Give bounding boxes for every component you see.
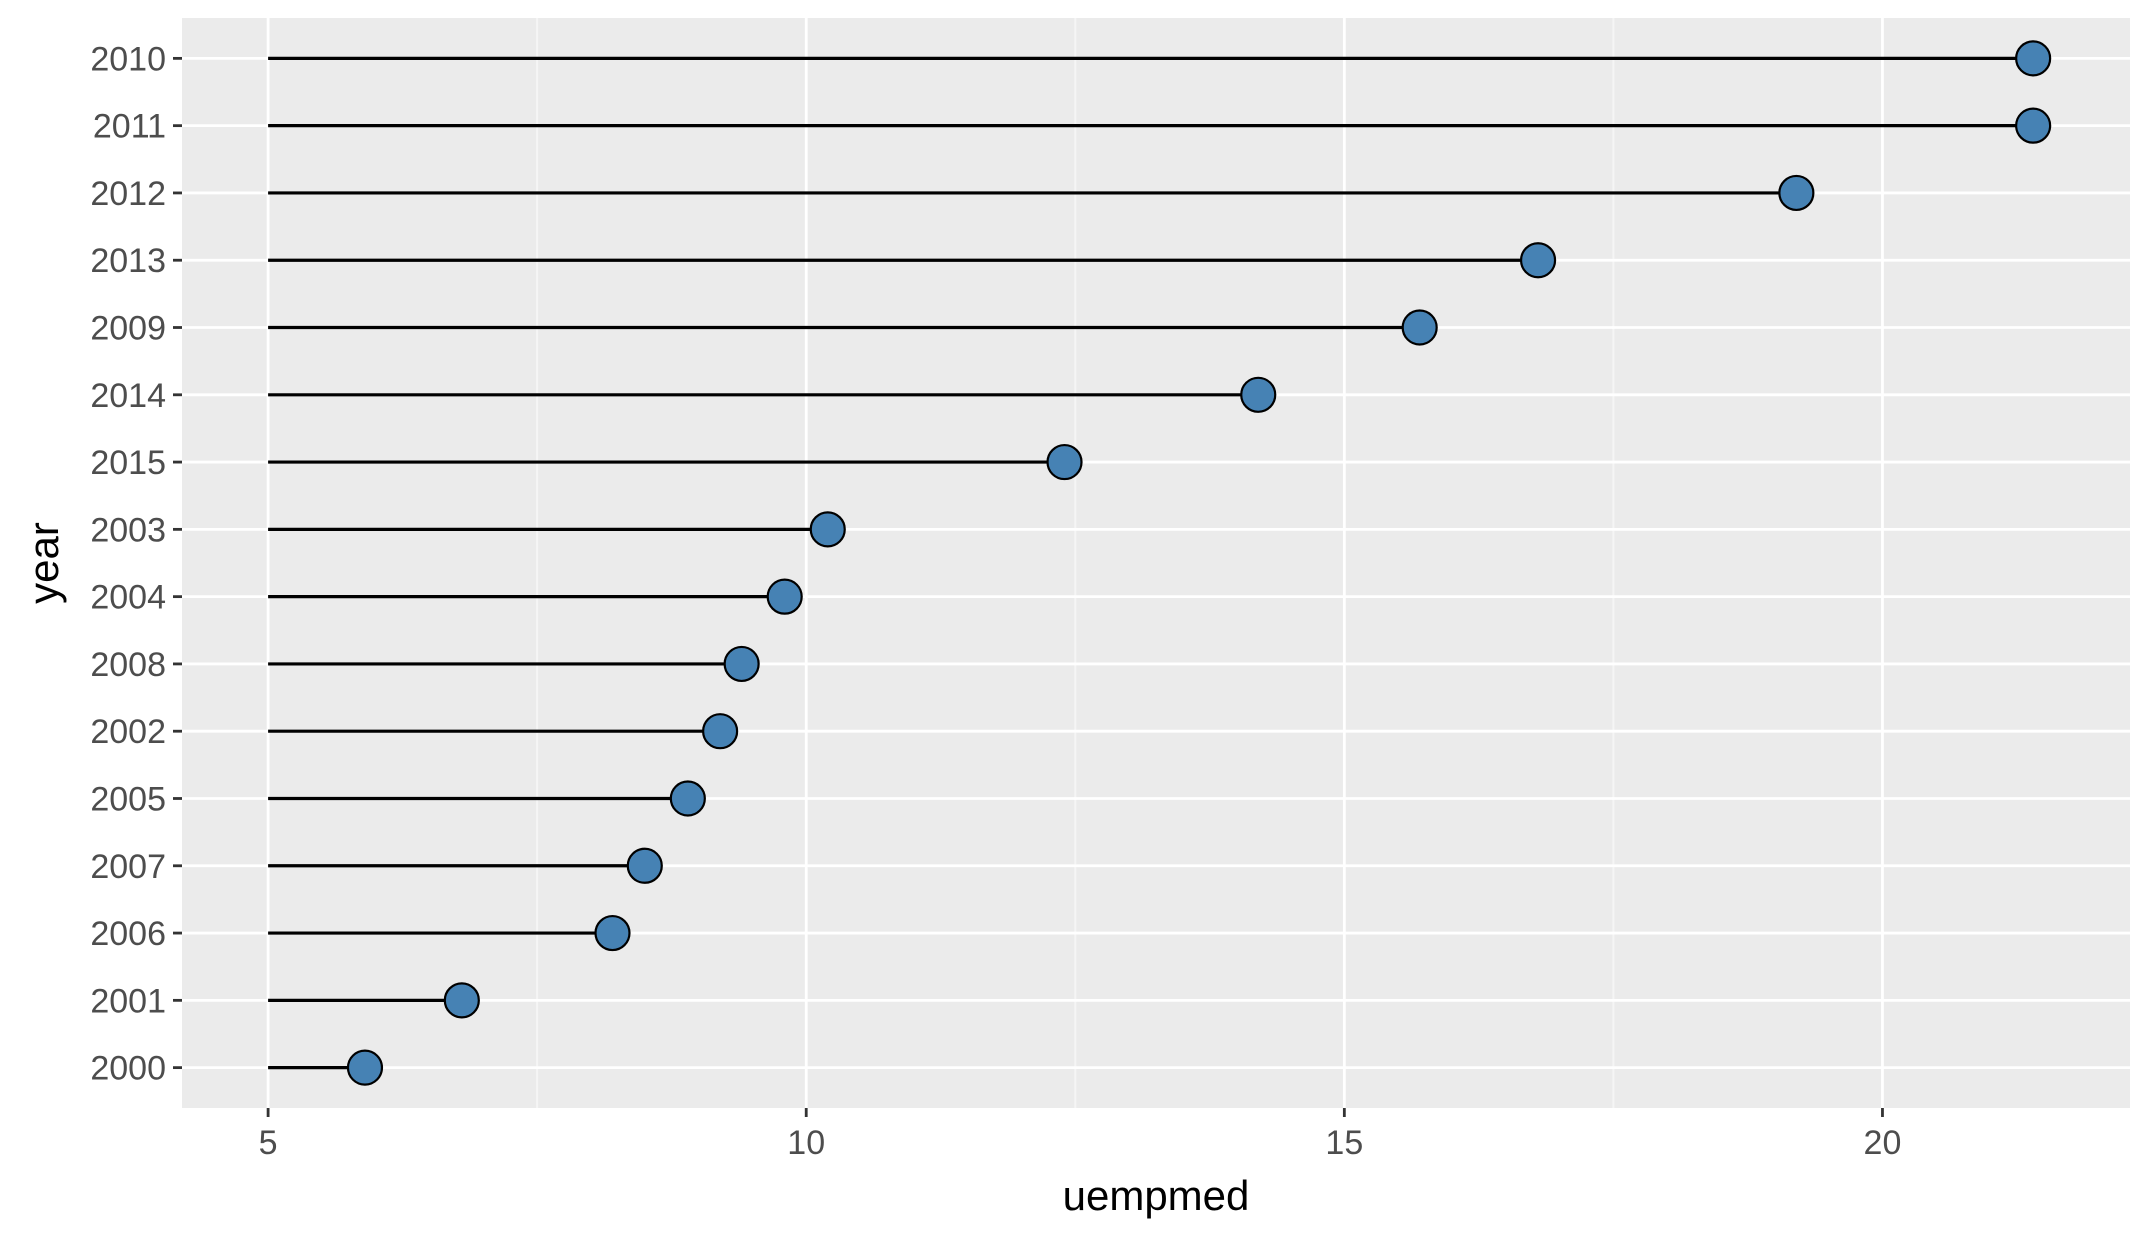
- lollipop-point: [723, 645, 760, 683]
- x-tick-label: 5: [259, 1124, 278, 1162]
- x-tick-label: 10: [787, 1124, 825, 1162]
- x-axis-title: uempmed: [1063, 1172, 1250, 1219]
- lollipop-point: [1046, 443, 1083, 481]
- lollipop-point: [809, 511, 846, 548]
- lollipop-point: [2015, 40, 2052, 77]
- lollipop-point: [443, 982, 480, 1019]
- lollipop-point: [1401, 309, 1438, 346]
- y-tick-label: 2008: [90, 646, 166, 684]
- lollipop-point: [1240, 376, 1277, 413]
- lollipop-point: [2015, 107, 2052, 144]
- y-axis: 2010 2011 2012 2013 2009 2014 2015 2003 2004 2008…: [90, 40, 182, 1088]
- lollipop-point: [346, 1049, 384, 1086]
- lollipop-point: [594, 914, 631, 952]
- y-tick-label: 2003: [90, 511, 166, 549]
- lollipop-points: [346, 40, 2052, 1086]
- y-tick-label: 2007: [90, 848, 166, 886]
- y-tick-label: 2013: [90, 242, 166, 280]
- y-tick-label: 2000: [90, 1050, 166, 1088]
- y-tick-label: 2012: [90, 175, 166, 213]
- y-tick-label: 2009: [90, 310, 166, 348]
- y-tick-label: 2015: [90, 444, 166, 482]
- lollipop-point: [766, 578, 803, 615]
- y-axis-title: year: [20, 522, 67, 604]
- lollipop-point: [1778, 174, 1815, 212]
- y-tick-label: 2002: [90, 713, 166, 751]
- y-tick-label: 2011: [93, 108, 166, 146]
- minor-gridlines: [536, 18, 1615, 1108]
- y-tick-label: 2006: [90, 915, 166, 953]
- y-tick-label: 2005: [90, 780, 166, 818]
- y-tick-label: 2014: [90, 377, 166, 415]
- plot-panel: [182, 18, 2130, 1108]
- lollipop-point: [1519, 242, 1557, 279]
- x-tick-label: 15: [1325, 1124, 1363, 1162]
- lollipop-point: [669, 780, 706, 817]
- x-tick-label: 20: [1864, 1124, 1902, 1162]
- y-tick-label: 2004: [90, 579, 166, 617]
- lollipop-point: [702, 713, 739, 750]
- x-axis: 5 10 15 20: [259, 1108, 1902, 1162]
- y-tick-label: 2001: [90, 982, 166, 1020]
- y-tick-label: 2010: [90, 40, 166, 78]
- lollipop-point: [626, 847, 663, 884]
